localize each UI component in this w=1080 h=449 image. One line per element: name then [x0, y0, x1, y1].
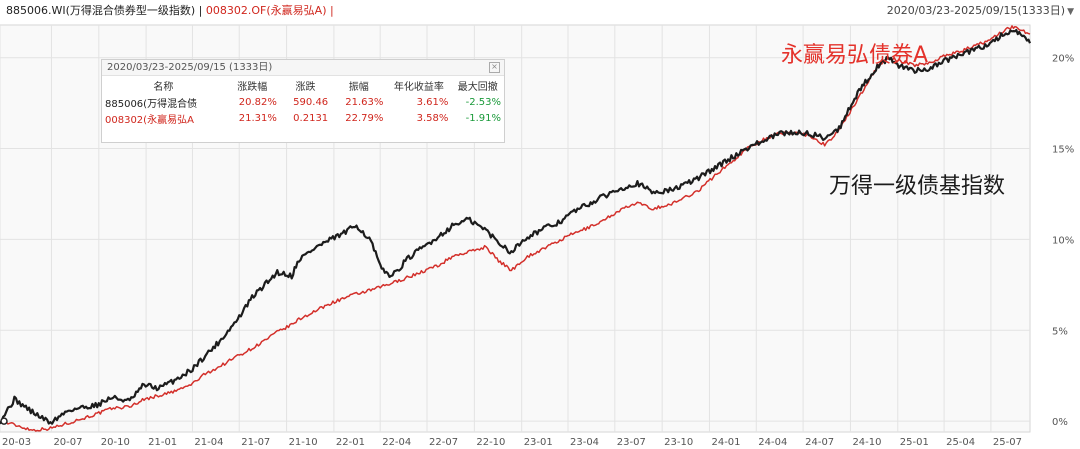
x-tick-label: 23-07 — [617, 437, 646, 448]
x-tick-label: 24-01 — [711, 437, 740, 448]
y-tick-label: 15% — [1052, 145, 1074, 156]
y-tick-label: 5% — [1052, 326, 1068, 337]
x-tick-label: 24-04 — [758, 437, 787, 448]
col-max-drawdown: 最大回撤 — [457, 82, 498, 93]
x-tick-label: 21-10 — [289, 437, 318, 448]
index-callout-label: 万得一级债基指数 — [829, 174, 1006, 199]
row-annualized-return: 3.61% — [416, 96, 449, 108]
x-tick-label: 25-04 — [946, 437, 975, 448]
col-amplitude: 振幅 — [348, 82, 369, 93]
y-tick-label: 20% — [1052, 54, 1074, 65]
table-row: 008302(永赢易弘A 21.31% 0.2131 22.79% 3.58% … — [102, 110, 504, 126]
y-tick-label: 10% — [1052, 235, 1074, 246]
col-change: 涨跌 — [295, 82, 316, 93]
col-annualized-return: 年化收益率 — [393, 82, 444, 93]
row-change-pct: 21.31% — [238, 112, 277, 124]
x-tick-label: 24-10 — [852, 437, 881, 448]
start-marker — [0, 417, 8, 425]
date-range-selector[interactable]: 2020/03/23-2025/09/15(1333日) ▼ — [887, 0, 1074, 23]
stats-panel-header: 2020/03/23-2025/09/15 (1333日) × — [102, 60, 504, 76]
x-tick-label: 23-04 — [570, 437, 599, 448]
row-annualized-return: 3.58% — [416, 112, 449, 124]
row-name: 008302(永赢易弘A — [105, 114, 194, 126]
row-amplitude: 22.79% — [345, 112, 384, 124]
x-tick-label: 20-03 — [2, 437, 31, 448]
col-name: 名称 — [153, 82, 174, 93]
row-max-drawdown: -2.53% — [465, 96, 501, 108]
series-line — [0, 28, 1032, 425]
x-tick-label: 20-10 — [101, 437, 130, 448]
x-tick-label: 23-10 — [664, 437, 693, 448]
row-change-pct: 20.82% — [238, 96, 277, 108]
x-tick-label: 22-10 — [476, 437, 505, 448]
col-change-pct: 涨跌幅 — [237, 82, 268, 93]
row-change: 590.46 — [293, 96, 329, 108]
row-amplitude: 21.63% — [345, 96, 384, 108]
stats-panel: 2020/03/23-2025/09/15 (1333日) × 名称 涨跌幅 涨… — [101, 59, 505, 143]
row-max-drawdown: -1.91% — [465, 112, 501, 124]
x-tick-label: 22-04 — [382, 437, 411, 448]
series-legend: 885006.WI(万得混合债券型一级指数) | 008302.OF(永赢易弘A… — [6, 0, 334, 22]
x-tick-label: 23-01 — [524, 437, 553, 448]
x-tick-label: 20-07 — [53, 437, 82, 448]
x-tick-label: 25-01 — [900, 437, 929, 448]
date-range-label[interactable]: 2020/03/23-2025/09/15(1333日) — [886, 4, 1066, 17]
table-row: 885006(万得混合债 20.82% 590.46 21.63% 3.61% … — [102, 94, 504, 110]
x-tick-label: 25-07 — [993, 437, 1022, 448]
x-tick-label: 24-07 — [805, 437, 834, 448]
y-tick-label: 0% — [1052, 417, 1068, 428]
x-tick-label: 21-01 — [148, 437, 177, 448]
x-tick-label: 22-07 — [429, 437, 458, 448]
series2-title[interactable]: 008302.OF(永赢易弘A) | — [205, 4, 334, 17]
x-axis-ticks: 20-03 20-07 20-10 21-01 21-04 21-07 21-10 22-01… — [2, 437, 1022, 448]
dropdown-triangle-icon[interactable]: ▼ — [1067, 7, 1074, 17]
series-lines — [0, 25, 1032, 432]
row-change: 0.2131 — [293, 112, 329, 124]
stats-table: 名称 涨跌幅 涨跌 振幅 年化收益率 最大回撤 885006(万得混合债 20.… — [102, 77, 504, 126]
x-tick-label: 21-07 — [241, 437, 270, 448]
series-line — [0, 25, 1031, 432]
y-axis-ticks: 0% 5% 10% 15% 20% — [1052, 54, 1074, 428]
chart-header: 885006.WI(万得混合债券型一级指数) | 008302.OF(永赢易弘A… — [0, 0, 1080, 22]
fund-callout-label: 永赢易弘债券A — [781, 43, 929, 68]
row-name: 885006(万得混合债 — [105, 98, 198, 110]
stats-panel-title: 2020/03/23-2025/09/15 (1333日) — [107, 62, 273, 73]
series1-title[interactable]: 885006.WI(万得混合债券型一级指数) | — [6, 4, 203, 17]
x-tick-label: 21-04 — [194, 437, 223, 448]
close-icon[interactable]: × — [489, 62, 500, 73]
stats-header-row: 名称 涨跌幅 涨跌 振幅 年化收益率 最大回撤 — [102, 77, 504, 94]
x-tick-label: 22-01 — [336, 437, 365, 448]
